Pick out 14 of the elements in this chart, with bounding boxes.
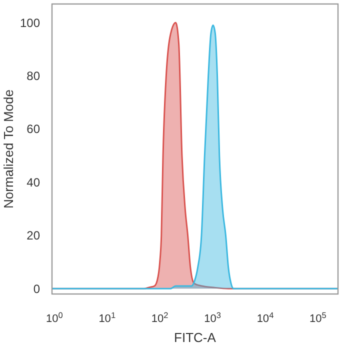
y-tick-label: 100 — [20, 16, 40, 30]
x-tick-label: 10$^{4}$ — [256, 310, 274, 325]
y-tick-label: 80 — [26, 69, 40, 84]
x-tick-label: 10$^{3}$ — [204, 310, 222, 325]
y-tick-label: 0 — [33, 282, 40, 296]
y-tick-label: 60 — [26, 122, 40, 136]
y-tick-label: 40 — [26, 175, 40, 190]
y-axis-title: Normalized To Mode — [1, 90, 16, 208]
x-tick-label: 10$^{5}$ — [310, 310, 327, 325]
x-tick-label: 10$^{0}$ — [46, 310, 64, 325]
y-tick-label: 20 — [26, 228, 40, 243]
x-axis-title: FITC-A — [174, 330, 216, 345]
x-tick-label: 10$^{1}$ — [98, 310, 116, 325]
x-tick-label: 10$^{2}$ — [151, 310, 169, 325]
